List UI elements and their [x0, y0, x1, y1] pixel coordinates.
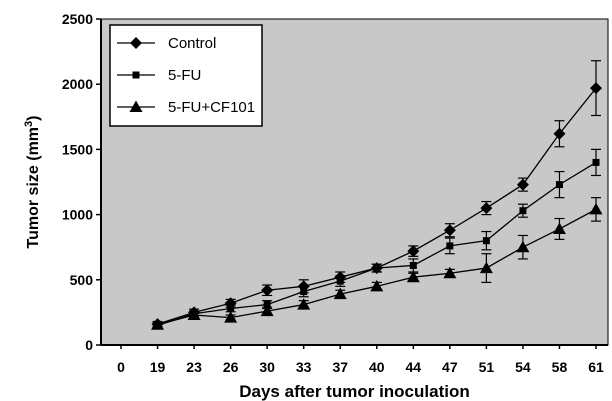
x-tick-label: 40: [369, 359, 385, 375]
x-tick-label: 26: [223, 359, 239, 375]
y-tick-label: 2500: [62, 11, 93, 27]
data-point: [480, 202, 493, 215]
data-point: [224, 311, 238, 323]
data-point: [336, 277, 344, 285]
legend-label: Control: [168, 35, 216, 52]
data-point: [227, 304, 235, 312]
data-point: [333, 287, 347, 300]
series-triangle: [151, 197, 603, 330]
x-tick-label: 61: [588, 359, 604, 375]
data-point: [373, 264, 381, 272]
data-point: [446, 242, 454, 250]
legend-item: Control: [117, 35, 216, 52]
x-tick-label: 47: [442, 359, 458, 375]
legend: Control 5-FU 5-FU+CF101: [109, 24, 263, 127]
x-tick-label: 23: [186, 359, 202, 375]
x-tick-label: 37: [332, 359, 348, 375]
data-point: [260, 304, 274, 317]
legend-label: 5-FU+CF101: [168, 99, 255, 116]
y-axis-title: Tumor size (mm3): [23, 116, 42, 249]
y-tick-label: 2000: [62, 76, 93, 92]
y-axis: 0 500 1000 1500 2000 2500: [62, 11, 102, 353]
x-tick-label: 54: [515, 359, 531, 375]
x-tick-label: 30: [259, 359, 275, 375]
y-tick-label: 500: [70, 272, 94, 288]
x-tick-label: 33: [296, 359, 312, 375]
data-point: [263, 301, 271, 309]
y-axis-title-superscript: 3: [23, 121, 35, 127]
data-point: [407, 245, 420, 258]
legend-label: 5-FU: [168, 67, 201, 84]
y-tick-label: 0: [85, 337, 93, 353]
y-tick-label: 1000: [62, 207, 93, 223]
data-point: [479, 261, 493, 274]
data-point: [261, 284, 274, 297]
data-point: [151, 318, 165, 330]
x-tick-label: 44: [406, 359, 422, 375]
data-point: [297, 298, 311, 310]
data-point: [589, 202, 603, 215]
legend-item: 5-FU: [117, 67, 201, 84]
data-point: [592, 158, 600, 166]
data-point: [406, 270, 420, 283]
data-point: [443, 266, 457, 279]
data-point: [482, 237, 490, 245]
legend-marker: [132, 71, 140, 79]
data-point: [370, 279, 384, 292]
legend-item: 5-FU+CF101: [117, 99, 255, 116]
data-point: [519, 207, 527, 215]
y-axis-title-main: Tumor size (mm: [25, 127, 42, 249]
data-point: [552, 222, 566, 234]
x-axis: 0 19 23 26 30 33 37 40 44 47 51 54 58 61: [101, 344, 608, 375]
data-point: [555, 181, 563, 189]
data-point: [516, 240, 530, 253]
legend-marker: [129, 100, 143, 112]
x-axis-title: Days after tumor inoculation: [239, 382, 469, 401]
x-tick-label: 51: [479, 359, 495, 375]
y-tick-label: 1500: [62, 141, 93, 157]
data-point: [443, 224, 456, 237]
y-axis-title-end: ): [25, 116, 42, 121]
x-tick-label: 0: [117, 359, 125, 375]
data-point: [590, 82, 602, 95]
data-point: [409, 261, 417, 269]
data-point: [300, 288, 308, 296]
legend-marker: [130, 37, 142, 49]
data-point: [187, 308, 201, 321]
data-point: [553, 127, 566, 140]
data-point: [516, 178, 529, 191]
x-tick-label: 19: [150, 359, 166, 375]
series-layer: [151, 60, 603, 331]
x-tick-label: 58: [552, 359, 568, 375]
